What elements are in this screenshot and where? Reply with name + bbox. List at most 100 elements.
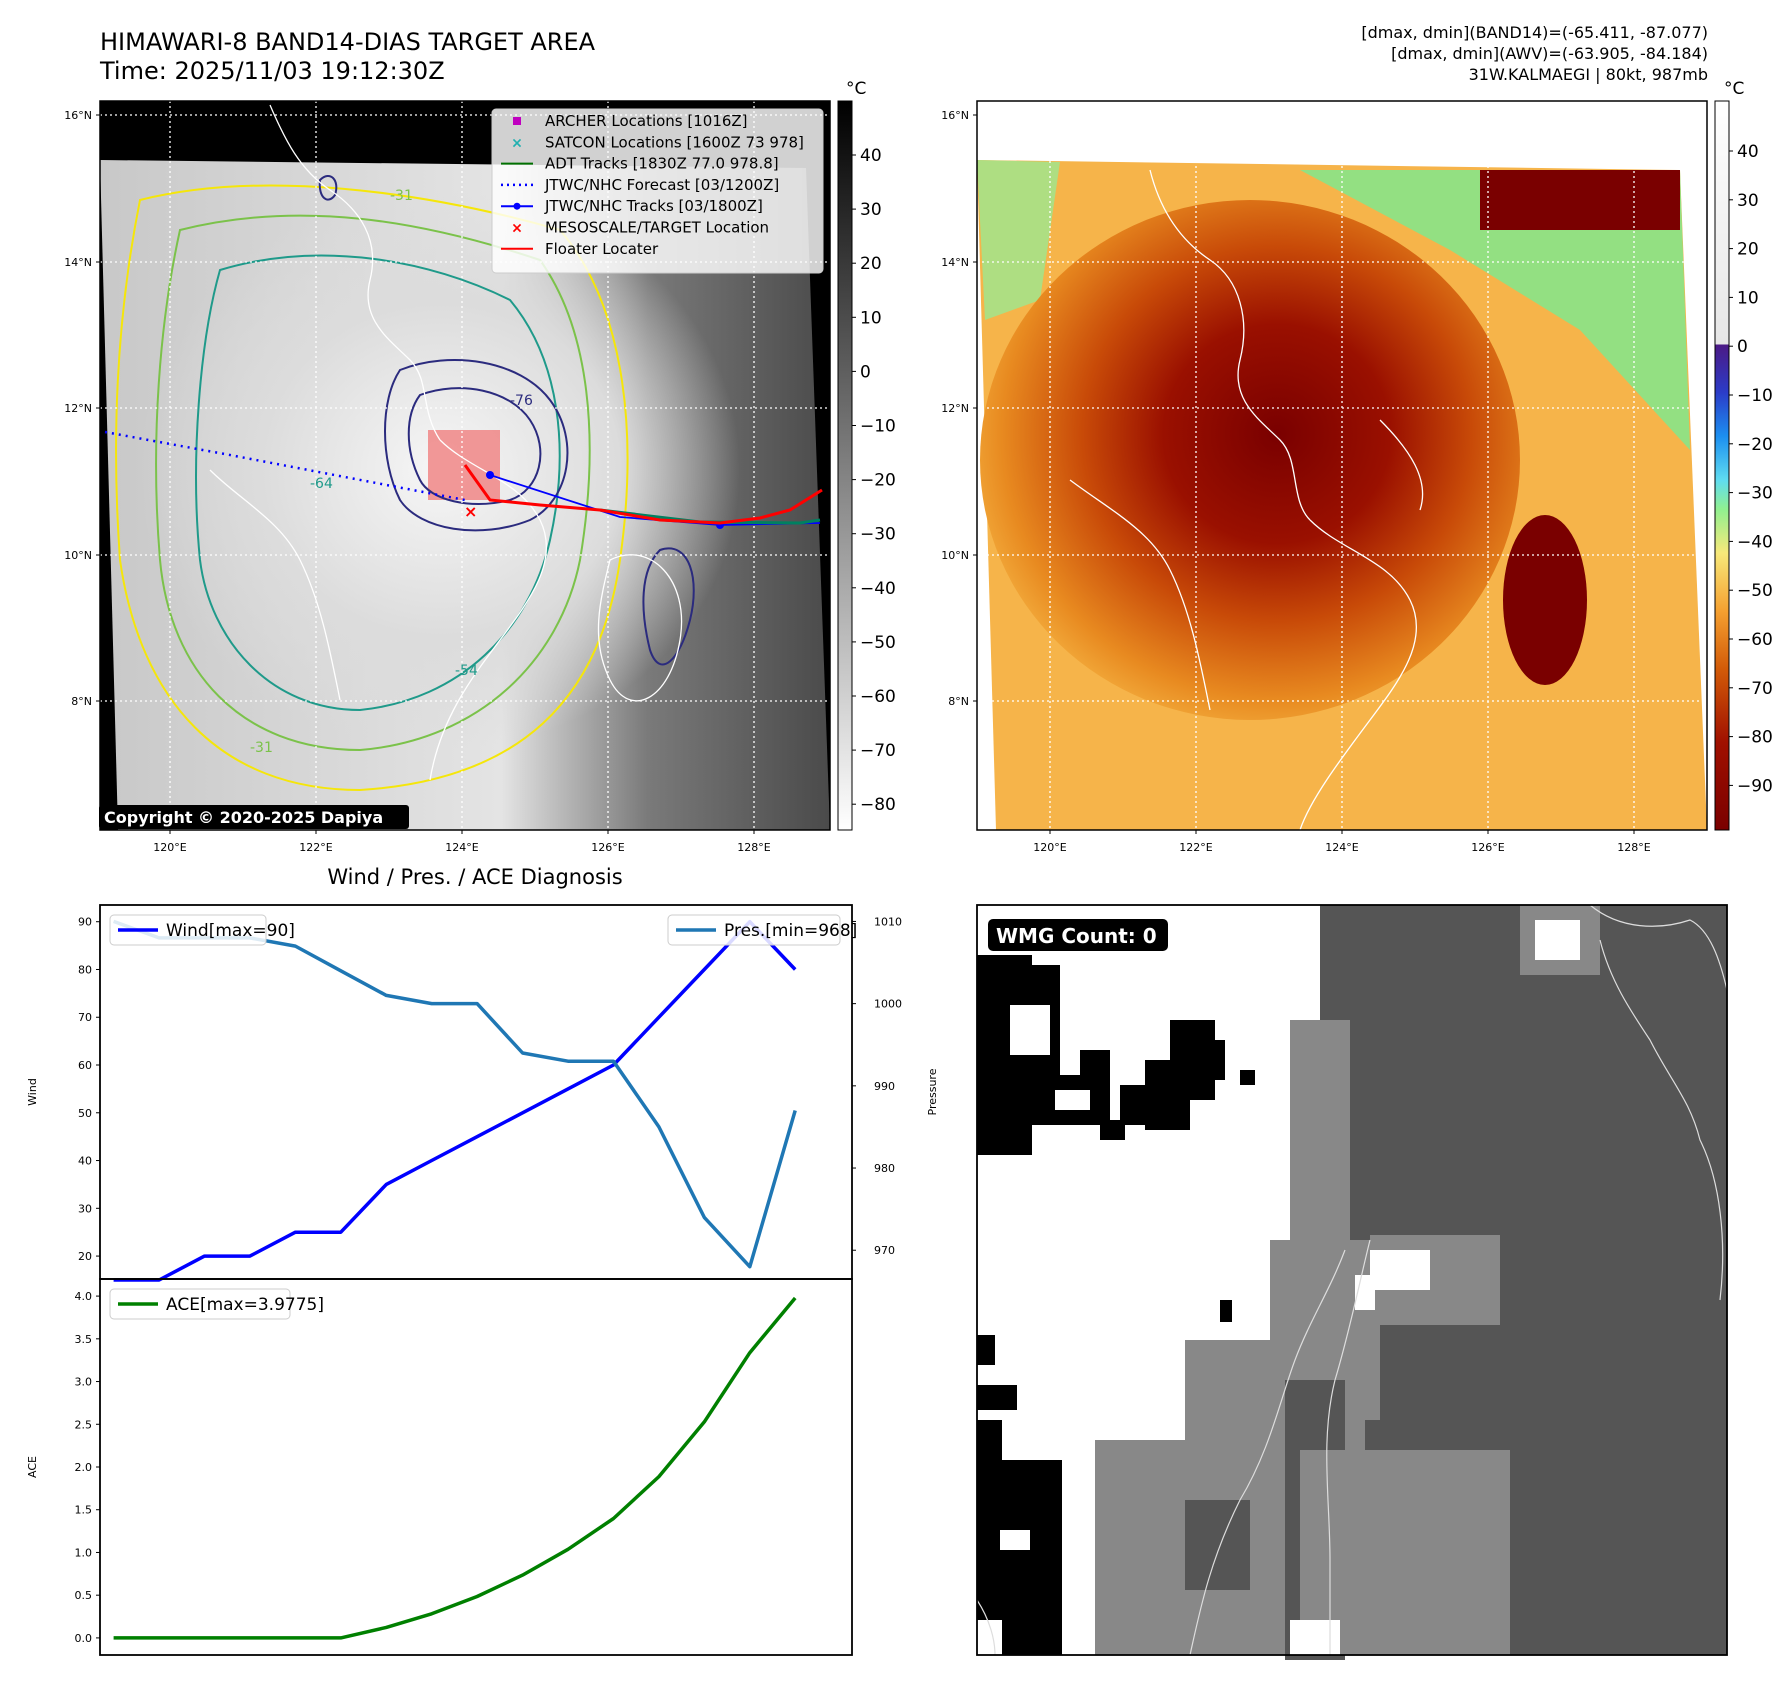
awv-colorbar: °C 40 30 20 10 0 −10 −20 −30 −40 −50 −60 −70 −80 −90 (1714, 79, 1773, 831)
wmg-coastlines (976, 904, 1728, 1656)
awv-cold-region (1480, 170, 1680, 230)
colorbar-tick-label: −40 (1737, 532, 1773, 552)
colorbar-tick-label: −20 (1737, 435, 1773, 455)
legend-marker-x: × (511, 221, 523, 237)
ir-lon-label: 126°E (591, 841, 624, 854)
contour-label: -31 (250, 740, 273, 756)
colorbar-tick-label: 20 (1737, 240, 1759, 260)
adt-track (599, 508, 821, 525)
legend-box (109, 1288, 291, 1320)
y-tick-label: 0.0 (75, 1632, 93, 1645)
y-right-tick-label: 1000 (874, 998, 902, 1011)
colorbar-tick-label: −80 (1737, 728, 1773, 748)
y-axis-label: ACE (26, 1456, 39, 1478)
legend-label: ARCHER Locations [1016Z] (545, 112, 748, 130)
series-line (113, 1296, 797, 1640)
legend-label: JTWC/NHC Tracks [03/1800Z] (544, 197, 763, 215)
copyright-box (99, 805, 409, 829)
y-right-tick-label: 980 (874, 1162, 895, 1175)
wmg-count-badge (988, 919, 1168, 951)
colorbar-tick-label: 0 (860, 362, 871, 382)
info-line2: [dmax, dmin](AWV)=(-63.905, -84.184) (1391, 44, 1708, 63)
legend-label: Wind[max=90] (166, 921, 295, 941)
ir-lon-label: 128°E (737, 841, 770, 854)
legend-marker-dot (513, 202, 521, 210)
legend-label: ADT Tracks [1830Z 77.0 978.8] (545, 155, 779, 173)
awv-lat-label: 10°N (941, 549, 969, 562)
chart-frame (99, 1278, 853, 1656)
colorbar-tick-label: −90 (1737, 776, 1773, 796)
colorbar-tick-label: 10 (860, 308, 882, 328)
y-tick-label: 1.5 (75, 1504, 93, 1517)
y-tick-label: 60 (78, 1059, 92, 1072)
y-tick-label: 50 (78, 1107, 92, 1120)
colorbar-tick-label: 40 (860, 146, 882, 166)
ir-lat-label: 14°N (64, 256, 92, 269)
colorbar-tick-label: −10 (860, 417, 896, 437)
ir-colorbar: °C 40 30 20 10 0 −10 −20 −30 −40 −50 −60 −70 −80 (837, 79, 896, 831)
y-tick-label: 90 (78, 916, 92, 929)
figure-title-line2: Time: 2025/11/03 19:12:30Z (99, 57, 445, 85)
colorbar-tick-label: −10 (1737, 386, 1773, 406)
colorbar-tick-label: −40 (860, 579, 896, 599)
ir-colorbar-unit: °C (846, 79, 866, 99)
ir-legend-box (491, 108, 824, 274)
colorbar-tick-label: −80 (860, 795, 896, 815)
ir-map-panel: × -31 -54 -76 -31 -64 Copyright © 2020-2… (64, 100, 831, 854)
colorbar-tick-label: −60 (1737, 630, 1773, 650)
y-tick-label: 2.0 (75, 1461, 93, 1474)
colorbar-tick-label: −30 (860, 525, 896, 545)
y-right-tick-label: 970 (874, 1244, 895, 1257)
colorbar-tick-label: 20 (860, 254, 882, 274)
awv-map-panel: 16°N 14°N 12°N 10°N 8°N 120°E 122°E 124°E 126°E 1… (941, 100, 1708, 854)
y-tick-label: 30 (78, 1202, 92, 1215)
legend-label: Floater Locater (545, 240, 659, 258)
legend-label: ACE[max=3.9775] (166, 1295, 324, 1315)
legend-label: MESOSCALE/TARGET Location (545, 219, 769, 237)
wmg-frame (976, 904, 1728, 1656)
y-tick-label: 4.0 (75, 1290, 93, 1303)
contour-label: -31 (390, 188, 413, 204)
ir-lat-label: 10°N (64, 549, 92, 562)
colorbar-tick-label: 30 (1737, 191, 1759, 211)
awv-lon-label: 128°E (1617, 841, 1650, 854)
y-tick-label: 20 (78, 1250, 92, 1263)
colorbar-tick-label: 30 (860, 200, 882, 220)
y-tick-label: 80 (78, 963, 92, 976)
wmg-classification-grid (977, 905, 1727, 1660)
series-line (113, 919, 797, 1269)
awv-coastlines (1069, 169, 1424, 831)
wmg-count-label: WMG Count: 0 (996, 924, 1157, 948)
y-tick-label: 3.5 (75, 1333, 93, 1346)
ir-legend: ARCHER Locations [1016Z] × SATCON Location… (491, 108, 824, 274)
ir-lat-label: 8°N (71, 695, 92, 708)
awv-moist-region (1300, 170, 1690, 450)
wmg-panel: WMG Count: 0 (976, 904, 1728, 1660)
awv-lat-label: 14°N (941, 256, 969, 269)
colorbar-tick-label: −50 (1737, 581, 1773, 601)
awv-lat-label: 12°N (941, 402, 969, 415)
info-line1: [dmax, dmin](BAND14)=(-65.411, -87.077) (1361, 23, 1708, 42)
awv-moist-region (977, 160, 1060, 320)
figure-title-line1: HIMAWARI-8 BAND14-DIAS TARGET AREA (100, 28, 596, 56)
awv-cloud-core (980, 200, 1520, 720)
ir-lat-label: 16°N (64, 109, 92, 122)
jtwc-forecast-track (104, 430, 466, 502)
colorbar-tick-label: −50 (860, 633, 896, 653)
y-tick-label: 70 (78, 1011, 92, 1024)
awv-colorbar-unit: °C (1724, 79, 1744, 99)
legend-marker-square (513, 117, 521, 125)
colorbar-tick-label: −20 (860, 471, 896, 491)
y-right-tick-label: 1010 (874, 915, 902, 928)
legend-label: Pres.[min=968] (724, 921, 857, 941)
ir-lon-label: 122°E (299, 841, 332, 854)
awv-lon-label: 126°E (1471, 841, 1504, 854)
floater-box (428, 430, 500, 500)
contour-label: -54 (455, 663, 478, 679)
y-tick-label: 0.5 (75, 1589, 93, 1602)
diagnosis-chart-title: Wind / Pres. / ACE Diagnosis (327, 865, 622, 889)
colorbar-tick-label: 40 (1737, 142, 1759, 162)
ir-lat-label: 12°N (64, 402, 92, 415)
y-tick-label: 3.0 (75, 1376, 93, 1389)
